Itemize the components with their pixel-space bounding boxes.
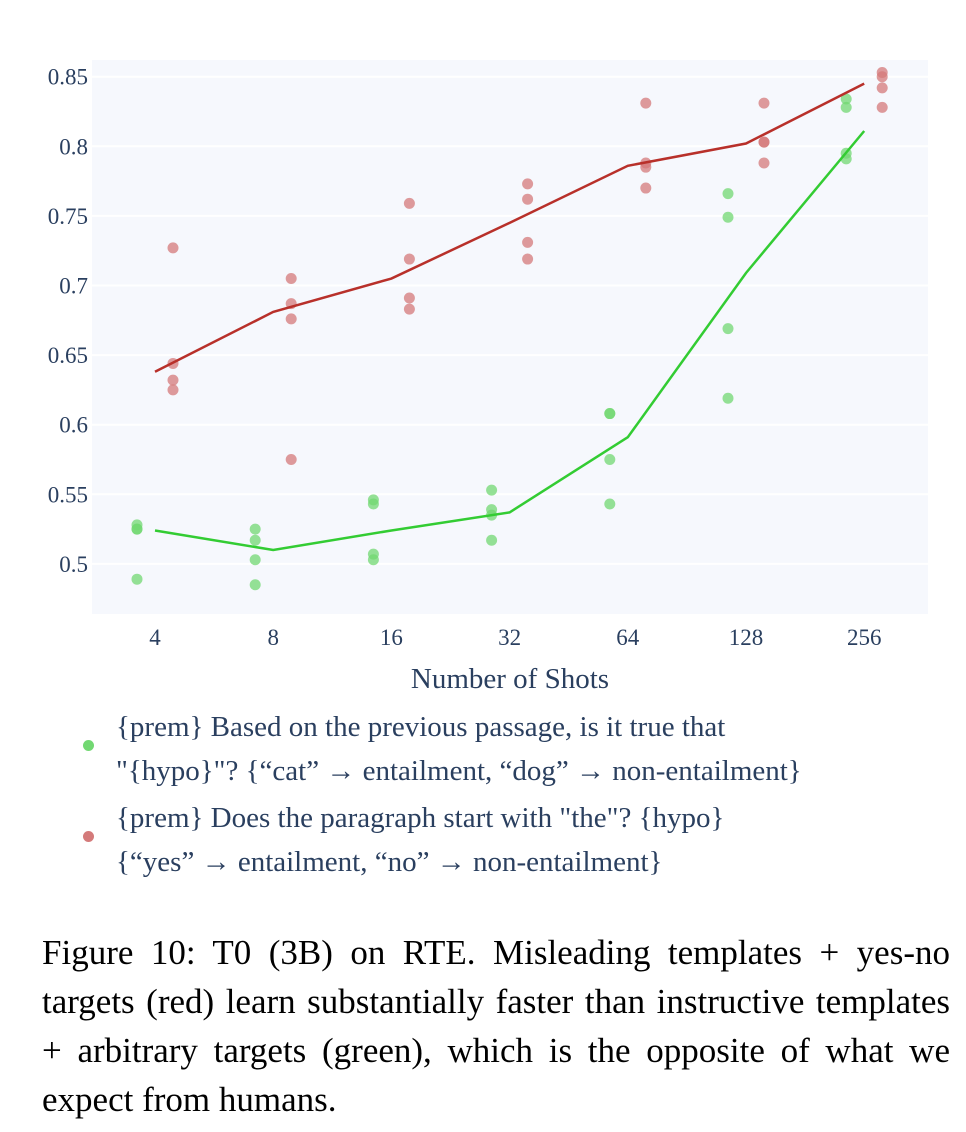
data-point-green <box>722 211 734 223</box>
y-tick-label: 0.65 <box>48 343 88 368</box>
data-point-red <box>640 97 652 109</box>
data-point-green <box>604 498 616 510</box>
data-point-green <box>840 93 852 105</box>
data-point-green <box>249 554 261 566</box>
data-point-red <box>522 178 534 190</box>
data-point-red <box>876 101 888 113</box>
legend-item-red[interactable]: {prem} Does the paragraph start with "th… <box>80 796 724 884</box>
legend-marker-red <box>83 831 94 842</box>
data-point-green <box>604 408 616 420</box>
data-point-red <box>285 313 297 325</box>
data-point-red <box>403 253 415 265</box>
data-point-red <box>403 303 415 315</box>
data-point-green <box>367 498 379 510</box>
data-point-red <box>758 157 770 169</box>
legend-label-line2: {“yes” → entailment, “no” → non-entailme… <box>116 846 663 878</box>
data-point-green <box>249 534 261 546</box>
y-tick-label: 0.6 <box>59 413 88 438</box>
data-point-red <box>285 453 297 465</box>
data-point-green <box>249 523 261 535</box>
data-point-red <box>522 253 534 265</box>
y-tick-label: 0.8 <box>59 134 88 159</box>
data-point-green <box>722 188 734 200</box>
y-tick-label: 0.55 <box>48 482 88 507</box>
data-point-red <box>403 292 415 304</box>
data-point-red <box>522 193 534 205</box>
data-point-red <box>167 374 179 386</box>
legend-label-line1: {prem} Based on the previous passage, is… <box>116 711 726 743</box>
data-point-red <box>403 197 415 209</box>
figure-caption: Figure 10: T0 (3B) on RTE. Misleading te… <box>42 933 950 1119</box>
x-tick-label: 16 <box>380 625 403 650</box>
data-point-green <box>131 573 143 585</box>
chart: 0.5 0.55 0.6 0.65 0.7 0.75 0.8 0.85 4 8 16 32 64 128 2… <box>47 60 928 695</box>
data-point-green <box>722 323 734 335</box>
data-point-red <box>285 273 297 285</box>
data-point-red <box>758 136 770 148</box>
x-tick-label: 64 <box>616 625 640 650</box>
data-point-red <box>167 384 179 396</box>
mean-line-red <box>154 82 865 373</box>
x-tick-label: 128 <box>729 625 764 650</box>
mean-line-green <box>154 130 866 552</box>
legend-label-line2: "{hypo}"? {“cat” → entailment, “dog” → n… <box>116 755 802 787</box>
data-point-green <box>367 554 379 566</box>
data-point-red <box>758 97 770 109</box>
data-point-red <box>876 82 888 94</box>
y-tick-label: 0.5 <box>59 552 88 577</box>
data-point-red <box>640 161 652 173</box>
plot-background <box>92 60 928 614</box>
data-point-red <box>167 242 179 254</box>
data-point-green <box>131 523 143 535</box>
data-point-green <box>249 579 261 591</box>
y-tick-label: 0.7 <box>59 273 88 298</box>
x-tick-label: 8 <box>267 625 279 650</box>
data-point-green <box>722 392 734 404</box>
data-point-red <box>640 182 652 194</box>
y-tick-label: 0.85 <box>48 65 88 90</box>
legend-item-green[interactable]: {prem} Based on the previous passage, is… <box>80 705 802 793</box>
x-tick-label: 32 <box>498 625 521 650</box>
legend-marker-green <box>83 740 94 751</box>
data-point-green <box>486 534 498 546</box>
data-point-red <box>522 236 534 248</box>
legend-label-line1: {prem} Does the paragraph start with "th… <box>116 802 725 834</box>
x-tick-label: 256 <box>847 625 882 650</box>
data-point-green <box>840 101 852 113</box>
data-point-red <box>876 71 888 83</box>
x-tick-label: 4 <box>149 625 161 650</box>
y-tick-label: 0.75 <box>48 204 88 229</box>
data-point-green <box>486 484 498 496</box>
data-point-green <box>604 453 616 465</box>
x-axis-title: Number of Shots <box>411 663 609 695</box>
